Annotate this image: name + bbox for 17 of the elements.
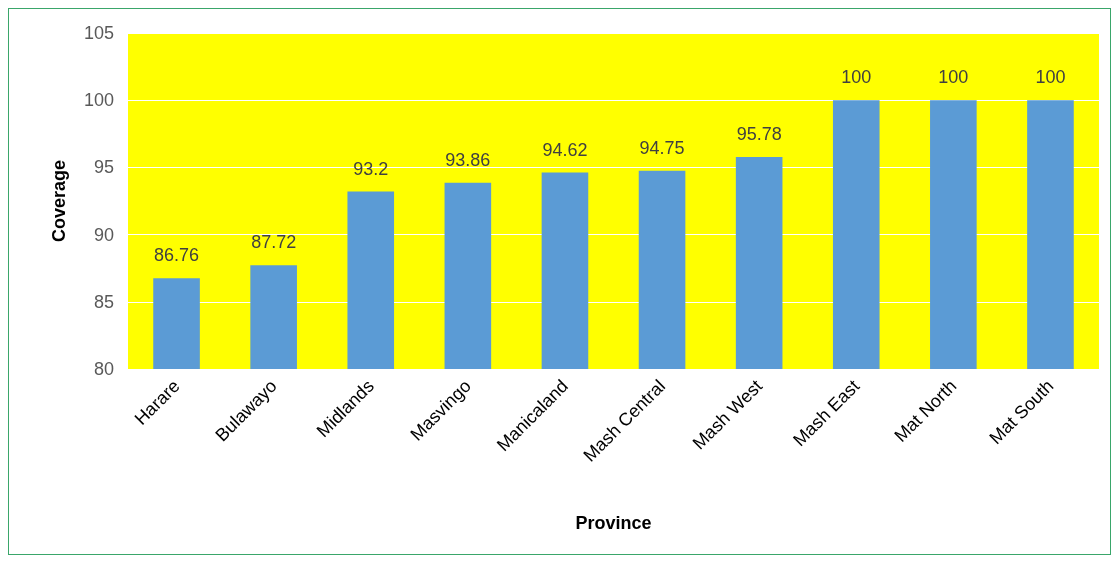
y-tick-label: 95 (93, 157, 114, 178)
y-axis-title: Coverage (49, 159, 69, 243)
data-label: 95.78 (736, 123, 782, 144)
data-label: 93.86 (445, 149, 491, 170)
data-label: 100 (938, 67, 969, 88)
data-label: 86.76 (154, 245, 200, 266)
y-tick-label: 85 (93, 291, 114, 312)
data-label: 100 (841, 67, 872, 88)
data-label: 94.75 (639, 137, 685, 158)
y-tick-label: 90 (93, 224, 114, 245)
y-tick-label: 105 (83, 23, 114, 43)
y-tick-label: 100 (83, 90, 114, 111)
x-axis-title: Province (575, 513, 652, 533)
data-label: 87.72 (251, 232, 297, 253)
data-label: 94.62 (542, 139, 588, 160)
y-tick-label: 80 (93, 359, 114, 379)
data-label: 100 (1035, 67, 1066, 88)
